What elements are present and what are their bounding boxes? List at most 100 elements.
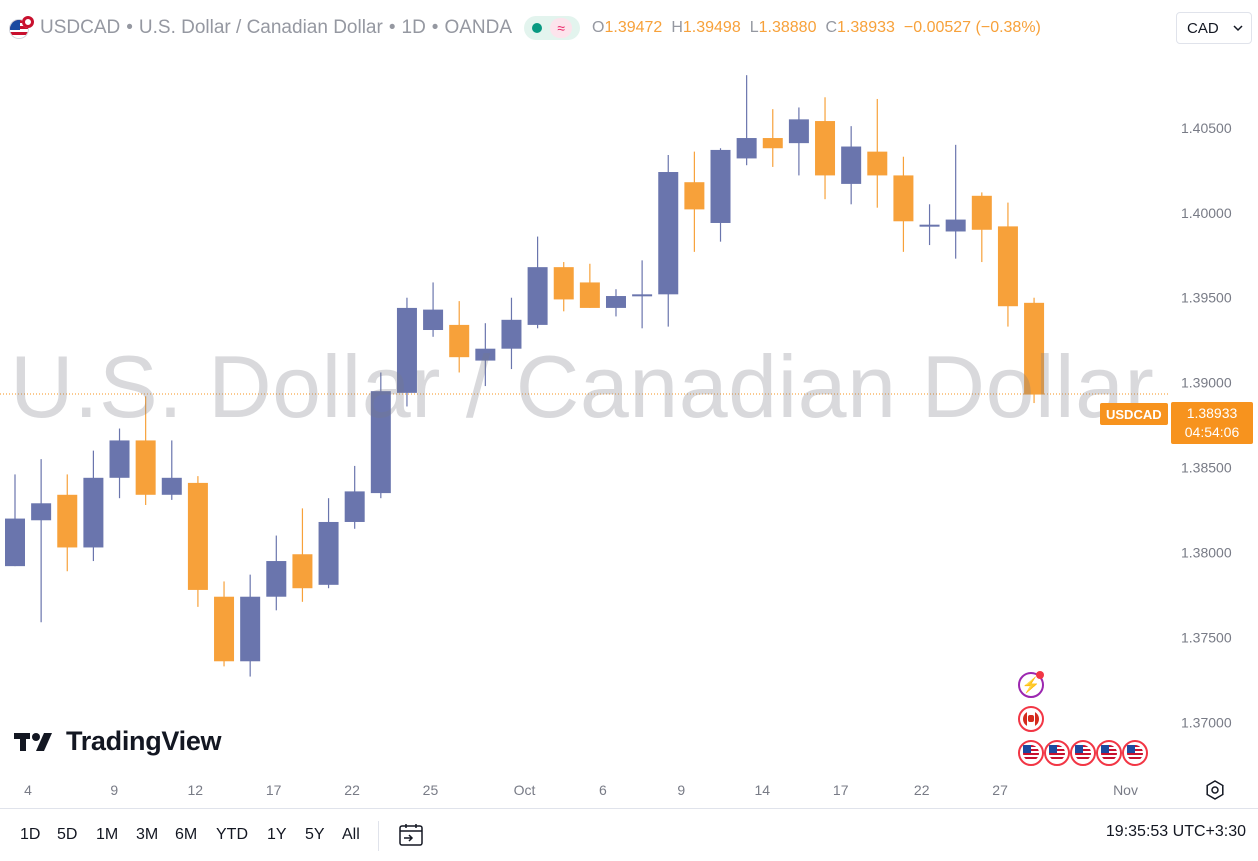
wave-icon: ≈ <box>550 18 573 38</box>
timeframe-all[interactable]: All <box>342 826 360 843</box>
market-open-dot-icon <box>532 23 543 33</box>
time-tick-label: 22 <box>914 782 930 798</box>
candle-body <box>762 138 783 149</box>
candle-body <box>632 294 653 297</box>
price-tick-label: 1.37000 <box>1181 714 1232 730</box>
canada-flag-icon[interactable] <box>1018 706 1044 732</box>
candle-body <box>710 149 731 223</box>
usdcad-flag-icon <box>10 16 34 38</box>
candle <box>553 262 574 312</box>
us-flag-icon[interactable] <box>1018 740 1044 766</box>
candle <box>266 535 287 611</box>
toolbar-divider <box>378 821 379 851</box>
currency-select[interactable]: CAD <box>1176 12 1252 44</box>
close-value: 1.38933 <box>837 19 895 36</box>
candle <box>318 498 339 589</box>
candle <box>135 396 156 505</box>
bolt-icon[interactable]: ⚡ <box>1018 671 1044 698</box>
candle-body <box>396 307 417 393</box>
candle-body <box>83 477 104 548</box>
candle-body <box>187 482 208 590</box>
candle <box>83 450 104 562</box>
candle <box>57 474 78 572</box>
bullet-separator: • <box>388 17 396 38</box>
time-tick-label: 6 <box>599 782 607 798</box>
price-tick-label: 1.37500 <box>1181 629 1232 645</box>
symbol-price-tag: USDCAD <box>1100 403 1168 425</box>
candle-body <box>370 391 391 494</box>
price-tick-label: 1.40000 <box>1181 205 1232 221</box>
timeframe-1m[interactable]: 1M <box>96 826 119 843</box>
open-value: 1.39472 <box>604 19 663 36</box>
symbol-ticker[interactable]: USDCAD <box>40 17 121 38</box>
price-tick-label: 1.39500 <box>1181 290 1232 306</box>
candle <box>475 323 496 387</box>
calendar-range-icon[interactable] <box>398 823 424 847</box>
candle <box>997 202 1018 327</box>
us-flag-icon[interactable] <box>1070 740 1096 766</box>
candle-body <box>919 224 940 227</box>
tradingview-logo[interactable]: TradingView <box>14 726 222 757</box>
candle-body <box>344 491 365 522</box>
candle <box>109 428 130 499</box>
candlestick-chart[interactable]: 1.40500 1.40000 1.39500 1.39000 1.38500 1.380… <box>0 0 1258 808</box>
time-axis[interactable]: 4 9 12 17 22 25 Oct 6 9 14 17 22 27 Nov <box>24 782 1138 798</box>
candle-body <box>867 151 888 176</box>
candle-body <box>658 172 679 295</box>
candle-body <box>161 477 182 495</box>
candle-body <box>605 296 626 308</box>
candle-body <box>266 561 287 597</box>
time-tick-label: 9 <box>110 782 118 798</box>
candle <box>762 109 783 167</box>
candle <box>893 156 914 252</box>
price-tick-label: 1.38500 <box>1181 460 1232 476</box>
timeframe-5d[interactable]: 5D <box>57 826 78 843</box>
candle <box>971 192 992 263</box>
candle-body <box>684 182 705 210</box>
candle-body <box>997 226 1018 307</box>
candle <box>501 297 522 370</box>
settings-icon[interactable] <box>1204 779 1226 801</box>
candle <box>370 372 391 499</box>
timeframe-3m[interactable]: 3M <box>136 826 159 843</box>
price-axis[interactable]: 1.40500 1.40000 1.39500 1.39000 1.38500 1.380… <box>1181 120 1232 731</box>
candle <box>605 289 626 317</box>
low-value: 1.38880 <box>758 19 817 36</box>
candle-body <box>971 195 992 230</box>
candle <box>684 151 705 252</box>
bottom-toolbar: 1D 5D 1M 3M 6M YTD 1Y 5Y All 19:35:53 UT… <box>0 808 1258 861</box>
time-tick-label: 17 <box>833 782 849 798</box>
candle-body <box>214 596 235 662</box>
timeframe-1d[interactable]: 1D <box>20 826 41 843</box>
time-tick-label: Oct <box>514 782 536 798</box>
timeframe-1y[interactable]: 1Y <box>267 826 287 843</box>
candle <box>396 297 417 407</box>
timeframe-6m[interactable]: 6M <box>175 826 198 843</box>
market-status-badge[interactable]: ≈ <box>524 16 581 40</box>
candle <box>31 459 52 623</box>
candle <box>736 75 757 166</box>
candle-body <box>579 282 600 308</box>
timeframe-5y[interactable]: 5Y <box>305 826 325 843</box>
symbol-watermark: U.S. Dollar / Canadian Dollar <box>10 337 1155 436</box>
change-value: −0.00527 (−0.38%) <box>903 19 1041 36</box>
candle-body <box>318 521 339 585</box>
candle-body <box>135 440 156 495</box>
candle-body <box>292 554 313 589</box>
candle <box>919 204 940 246</box>
us-flag-icon[interactable] <box>1044 740 1070 766</box>
utc-clock[interactable]: 19:35:53 UTC+3:30 <box>1105 823 1246 840</box>
ohlc-values: O1.39472 H1.39498 L1.38880 C1.38933 −0.0… <box>592 19 1041 37</box>
candle-body <box>893 175 914 222</box>
last-price-value: 1.38933 <box>1186 405 1238 421</box>
candle <box>579 263 600 308</box>
us-flag-icon[interactable] <box>1096 740 1122 766</box>
interval-label[interactable]: 1D <box>401 17 426 38</box>
candle <box>632 260 653 329</box>
candle <box>815 97 836 200</box>
us-flag-icon[interactable] <box>1122 740 1148 766</box>
symbol-description: U.S. Dollar / Canadian Dollar <box>138 17 383 38</box>
bar-countdown: 04:54:06 <box>1184 424 1240 440</box>
timeframe-ytd[interactable]: YTD <box>216 826 248 843</box>
symbol-legend[interactable]: USDCAD • U.S. Dollar / Canadian Dollar •… <box>10 14 1041 42</box>
